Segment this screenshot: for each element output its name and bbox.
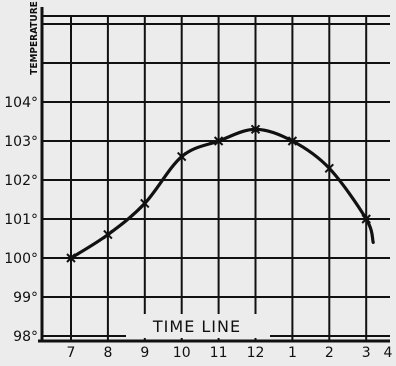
y-tick-label: 98° bbox=[13, 329, 38, 345]
data-point bbox=[213, 136, 224, 146]
data-point bbox=[287, 136, 298, 146]
plot-frame bbox=[38, 7, 390, 343]
y-tick-label: 102° bbox=[4, 173, 38, 189]
series bbox=[69, 127, 375, 260]
data-point bbox=[176, 151, 187, 162]
x-tick-label: 1 bbox=[288, 345, 297, 361]
grid bbox=[42, 15, 390, 341]
data-point bbox=[324, 163, 335, 174]
x-tick-label: 8 bbox=[103, 345, 112, 361]
x-tick-labels: 7 8 9 10 11 12 1 2 3 4 bbox=[67, 345, 393, 361]
x-axis-label-background bbox=[126, 314, 270, 338]
data-point-stroke bbox=[103, 229, 113, 240]
y-tick-labels: 98° 99° 100° 101° 102° 103° 104° bbox=[4, 95, 38, 345]
x-tick-label: 2 bbox=[325, 345, 334, 361]
data-point-stroke bbox=[140, 198, 150, 209]
data-point-stroke bbox=[250, 124, 261, 135]
x-tick-label: 7 bbox=[67, 345, 76, 361]
data-point-stroke bbox=[176, 151, 187, 162]
y-tick-label: 104° bbox=[4, 95, 38, 111]
data-point bbox=[250, 124, 261, 135]
x-tick-label: 12 bbox=[247, 345, 265, 361]
data-point bbox=[66, 253, 76, 263]
data-points bbox=[66, 124, 371, 263]
data-point bbox=[103, 229, 113, 240]
y-tick-label: 99° bbox=[13, 290, 38, 306]
data-point bbox=[361, 214, 371, 224]
y-tick-label: 103° bbox=[4, 134, 38, 150]
temperature-line bbox=[69, 127, 375, 260]
data-point-stroke bbox=[361, 214, 371, 224]
y-axis-label: TEMPERATURE bbox=[29, 1, 40, 75]
y-tick-label: 101° bbox=[4, 212, 38, 228]
data-point-stroke bbox=[66, 253, 76, 263]
data-point-stroke bbox=[213, 136, 224, 146]
data-point-stroke bbox=[324, 163, 335, 174]
x-tick-label: 9 bbox=[140, 345, 149, 361]
x-tick-label: 3 bbox=[362, 345, 371, 361]
y-tick-label: 100° bbox=[4, 251, 38, 267]
x-axis-label: TIME LINE bbox=[152, 317, 241, 336]
data-point bbox=[140, 198, 150, 209]
x-tick-label: 4 bbox=[384, 345, 393, 361]
x-tick-label: 11 bbox=[210, 345, 228, 361]
x-tick-label: 10 bbox=[173, 345, 191, 361]
data-point-stroke bbox=[287, 136, 298, 146]
